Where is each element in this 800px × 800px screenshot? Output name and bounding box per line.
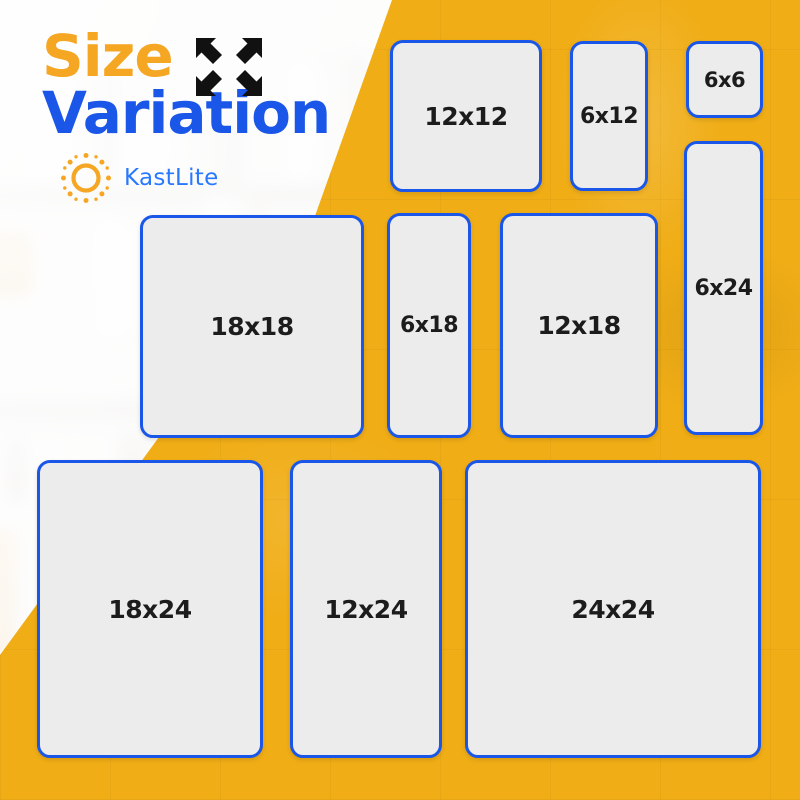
size-card-label: 6x6 (703, 67, 746, 92)
size-card-6x6[interactable]: 6x6 (686, 41, 763, 118)
size-card-label: 12x24 (324, 594, 408, 624)
size-card-6x12[interactable]: 6x12 (570, 41, 648, 191)
size-card-label: 18x24 (108, 594, 192, 624)
size-card-6x18[interactable]: 6x18 (387, 213, 471, 438)
size-card-label: 12x12 (424, 101, 508, 131)
size-card-18x18[interactable]: 18x18 (140, 215, 364, 438)
sun-icon (58, 150, 114, 206)
header: Size Variation (42, 22, 331, 148)
size-card-12x12[interactable]: 12x12 (390, 40, 542, 192)
size-card-18x24[interactable]: 18x24 (37, 460, 263, 758)
brand-logo: KastLite (58, 150, 219, 206)
size-card-6x24[interactable]: 6x24 (684, 141, 763, 435)
brand-name: KastLite (124, 165, 219, 191)
size-card-label: 12x18 (537, 311, 621, 340)
size-card-12x24[interactable]: 12x24 (290, 460, 442, 758)
size-card-12x18[interactable]: 12x18 (500, 213, 658, 438)
size-card-24x24[interactable]: 24x24 (465, 460, 761, 758)
size-card-label: 6x24 (694, 275, 753, 301)
size-card-label: 6x12 (579, 103, 639, 129)
page-title: Size Variation (42, 22, 331, 148)
title-word-variation: Variation (42, 79, 331, 148)
size-card-label: 18x18 (210, 312, 294, 341)
expand-arrows-icon (192, 34, 266, 100)
size-card-label: 6x18 (399, 313, 459, 338)
title-word-size: Size (42, 22, 174, 90)
size-card-label: 24x24 (571, 594, 655, 624)
